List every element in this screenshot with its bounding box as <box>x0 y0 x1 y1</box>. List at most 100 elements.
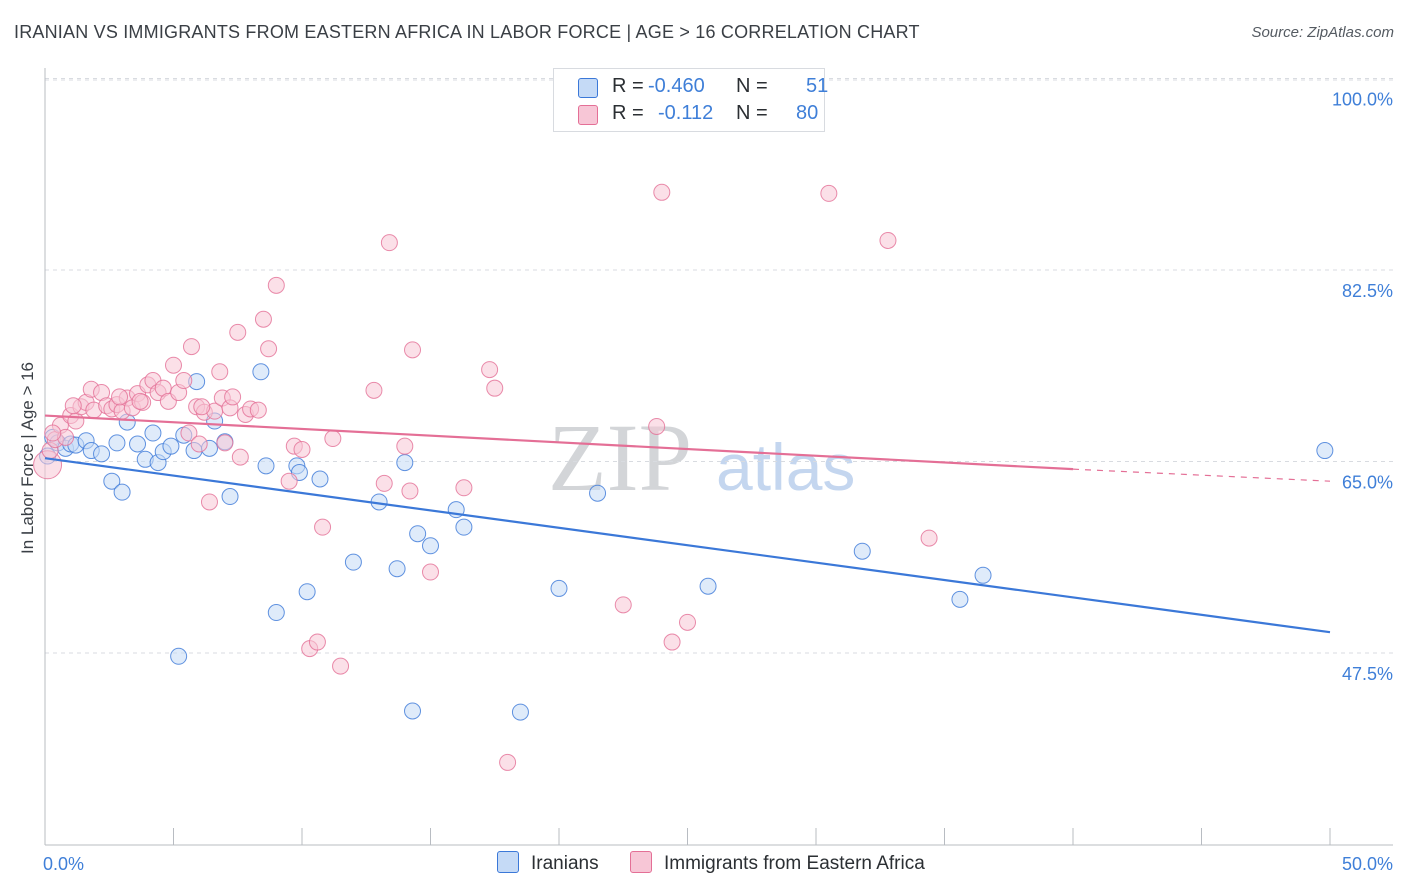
point-eastern-africa <box>380 234 398 252</box>
point-iranians <box>298 583 316 601</box>
point-eastern-africa <box>229 323 247 341</box>
point-iranians <box>1316 442 1334 460</box>
legend-r-label: R = <box>612 75 644 97</box>
point-eastern-africa <box>679 613 696 631</box>
y-tick-label: 100.0% <box>1332 90 1393 110</box>
point-eastern-africa <box>224 388 242 406</box>
point-eastern-africa <box>44 424 62 442</box>
point-iranians <box>409 525 427 543</box>
point-eastern-africa <box>249 401 267 419</box>
point-eastern-africa <box>614 596 632 614</box>
point-iranians <box>129 435 147 453</box>
y-tick-label: 47.5% <box>1342 664 1393 684</box>
trend-line-iranians <box>44 457 1331 634</box>
watermark-zip: ZIP <box>548 404 692 511</box>
point-eastern-africa <box>396 437 414 455</box>
legend-item-iranians: Iranians <box>497 851 599 875</box>
point-eastern-africa <box>653 183 671 201</box>
legend-label-eastern-africa: Immigrants from Eastern Africa <box>664 853 925 874</box>
source-credit: Source: ZipAtlas.com <box>1251 24 1394 41</box>
trend-lines <box>44 414 1331 634</box>
tick-labels: 47.5% 65.0% 82.5% 100.0% 0.0% 50.0% <box>43 90 1393 875</box>
point-eastern-africa <box>293 440 311 458</box>
point-eastern-africa <box>648 417 666 435</box>
legend-item-eastern-africa: Immigrants from Eastern Africa <box>630 851 925 875</box>
point-iranians <box>396 454 414 472</box>
y-tick-label: 82.5% <box>1342 281 1393 301</box>
point-eastern-africa <box>200 493 218 511</box>
point-iranians <box>257 457 275 475</box>
point-eastern-africa <box>180 424 198 442</box>
point-iranians <box>267 604 285 622</box>
point-iranians <box>853 542 871 560</box>
point-iranians <box>93 445 111 463</box>
trend-line-eastern-africa <box>44 414 1074 471</box>
legend-r-label: R = <box>612 102 644 124</box>
point-iranians <box>699 577 717 595</box>
point-eastern-africa <box>254 310 272 328</box>
point-iranians <box>388 560 406 578</box>
point-iranians <box>589 484 607 502</box>
point-eastern-africa <box>422 563 439 581</box>
point-eastern-africa <box>404 341 422 359</box>
x-tick-label-min: 0.0% <box>43 854 84 874</box>
point-eastern-africa <box>879 231 897 249</box>
point-eastern-africa <box>193 398 211 416</box>
point-iranians <box>144 424 162 442</box>
point-eastern-africa <box>231 448 249 466</box>
scatter-points <box>33 183 1334 771</box>
point-eastern-africa <box>131 392 149 410</box>
x-tick-label-max: 50.0% <box>1342 854 1393 874</box>
point-eastern-africa <box>182 338 200 356</box>
point-eastern-africa <box>308 633 326 651</box>
point-eastern-africa <box>64 397 82 415</box>
point-eastern-africa <box>332 657 350 675</box>
legend-n-label: N = <box>736 102 768 124</box>
point-eastern-africa <box>375 474 393 492</box>
point-eastern-africa <box>820 184 838 202</box>
point-eastern-africa <box>455 479 473 497</box>
point-eastern-africa <box>401 482 419 500</box>
point-iranians <box>221 488 239 506</box>
legend-swatch-blue <box>497 851 519 873</box>
point-eastern-africa <box>165 356 182 374</box>
point-iranians <box>103 472 121 490</box>
point-iranians <box>511 703 529 721</box>
y-axis-label: In Labor Force | Age > 16 <box>18 361 37 555</box>
point-eastern-africa <box>175 372 193 390</box>
point-iranians <box>311 470 329 488</box>
point-iranians <box>550 579 568 597</box>
point-eastern-africa <box>314 518 332 536</box>
point-eastern-africa <box>663 633 681 651</box>
legend-n-value: 80 <box>796 102 819 124</box>
point-eastern-africa <box>486 379 504 397</box>
trend-line-eastern-africa-extension <box>1072 468 1331 482</box>
point-eastern-africa <box>67 412 85 430</box>
point-eastern-africa <box>280 472 298 490</box>
legend-swatch-blue <box>578 78 598 98</box>
legend-r-value: -0.112 <box>658 102 714 124</box>
grid-lines <box>45 78 1393 654</box>
point-iranians <box>422 537 439 555</box>
point-iranians <box>455 518 473 536</box>
point-eastern-africa <box>267 276 285 294</box>
legend-swatch-pink <box>578 105 598 125</box>
point-eastern-africa <box>365 381 383 399</box>
point-eastern-africa <box>260 340 278 358</box>
point-iranians <box>170 647 188 665</box>
point-eastern-africa <box>481 361 499 379</box>
point-iranians <box>951 590 969 608</box>
correlation-legend: R = -0.460 N = 51 R = -0.112 N = 80 <box>553 68 828 132</box>
chart-title: IRANIAN VS IMMIGRANTS FROM EASTERN AFRIC… <box>14 22 920 42</box>
point-eastern-africa <box>216 434 234 452</box>
legend-r-value: -0.460 <box>648 75 705 97</box>
point-iranians <box>344 553 362 571</box>
point-iranians <box>404 702 422 720</box>
point-iranians <box>252 363 270 381</box>
point-eastern-africa <box>111 388 129 406</box>
point-iranians <box>162 437 180 455</box>
point-eastern-africa <box>324 430 342 448</box>
y-tick-label: 65.0% <box>1342 473 1393 493</box>
legend-swatch-pink <box>630 851 652 873</box>
